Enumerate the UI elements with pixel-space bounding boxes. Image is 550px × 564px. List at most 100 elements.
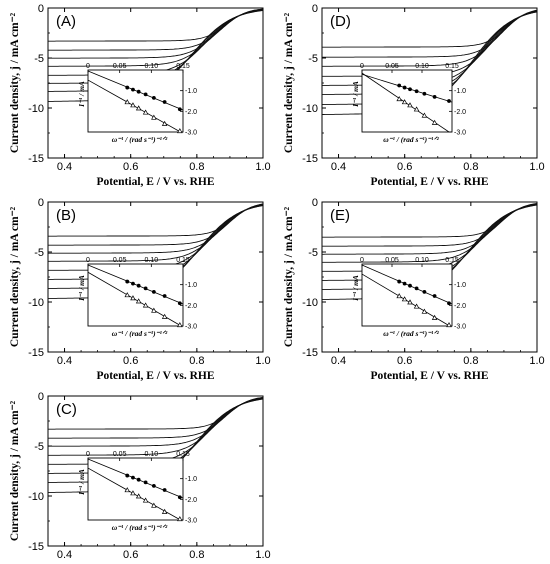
inset-y-tick-label: -1.0 bbox=[454, 282, 466, 289]
y-tick-label: 0 bbox=[312, 197, 318, 209]
x-tick-label: 0.6 bbox=[397, 355, 412, 367]
inset-filled-point bbox=[136, 89, 141, 94]
inset-x-tick-label: 0 bbox=[86, 451, 90, 458]
inset-frame bbox=[87, 263, 184, 327]
lsv-curve bbox=[322, 203, 538, 238]
inset-y-tick-label: -1.0 bbox=[185, 88, 197, 95]
inset-plot: 0 0.05 0.10 0.15 -1.0 -2.0 -3.0 I⁻¹ / mA ω⁻¹ / (… bbox=[77, 257, 197, 338]
inset-open-point bbox=[396, 293, 402, 299]
inset-open-point bbox=[177, 128, 183, 134]
inset-x-label: ω⁻¹ / (rad s⁻¹)⁻¹ᐟ² bbox=[112, 523, 168, 532]
inset-y-tick-label: -1.0 bbox=[185, 282, 197, 289]
inset-y-tick-label: -2.0 bbox=[454, 109, 466, 116]
lsv-curve bbox=[48, 9, 264, 59]
inset-fit-line bbox=[87, 264, 184, 305]
x-tick-label: 0.8 bbox=[189, 549, 204, 561]
x-tick-label: 0.8 bbox=[463, 161, 478, 173]
lsv-curve bbox=[48, 203, 264, 246]
inset-filled-point bbox=[408, 87, 412, 92]
inset-y-tick-label: -3.0 bbox=[185, 324, 197, 331]
y-tick-label: -5 bbox=[308, 247, 318, 259]
x-axis-label: Potential, E / V vs. RHE bbox=[96, 176, 214, 188]
inset-filled-point bbox=[162, 488, 167, 492]
lsv-curve bbox=[48, 397, 264, 439]
x-axis-label: Potential, E / V vs. RHE bbox=[370, 176, 488, 188]
inset-frame bbox=[87, 457, 184, 521]
y-tick-label: -10 bbox=[302, 103, 318, 115]
inset-filled-point bbox=[125, 279, 130, 284]
inset-open-point bbox=[431, 119, 438, 125]
inset-frame bbox=[361, 263, 453, 327]
inset-y-label: I⁻¹ / mA bbox=[77, 469, 86, 496]
inset-filled-point bbox=[414, 286, 419, 291]
inset-filled-point bbox=[414, 89, 419, 94]
y-tick-label: -5 bbox=[34, 441, 44, 453]
inset-fit-line bbox=[361, 73, 453, 103]
inset-filled-point bbox=[162, 294, 167, 298]
inset-open-point bbox=[142, 302, 149, 308]
inset-x-tick-label: 0.15 bbox=[176, 451, 190, 458]
inset-x-tick-label: 0.05 bbox=[113, 63, 127, 70]
x-tick-label: 0.6 bbox=[123, 355, 138, 367]
inset-x-tick-label: 0 bbox=[86, 257, 90, 264]
inset-fit-line bbox=[87, 70, 184, 111]
lsv-curve bbox=[322, 203, 538, 247]
inset-open-point bbox=[124, 292, 131, 298]
x-tick-label: 0.8 bbox=[189, 161, 204, 173]
x-tick-label: 0.6 bbox=[397, 161, 412, 173]
lsv-curve bbox=[322, 10, 538, 67]
inset-x-label: ω⁻¹ / (rad s⁻¹)⁻¹ᐟ² bbox=[383, 329, 439, 338]
lsv-curve bbox=[47, 203, 264, 254]
inset-open-point bbox=[142, 497, 149, 503]
inset-open-point bbox=[135, 298, 142, 304]
x-tick-label: 0.4 bbox=[331, 355, 346, 367]
inset-x-tick-label: 0.10 bbox=[145, 257, 159, 264]
y-tick-label: 0 bbox=[312, 3, 318, 15]
inset-open-point bbox=[177, 322, 183, 328]
inset-y-label: I⁻¹ / mA bbox=[351, 275, 360, 302]
y-axis-label: Current density, j / mA cm⁻² bbox=[9, 206, 21, 347]
y-tick-label: -15 bbox=[28, 541, 44, 553]
panel-label: (C) bbox=[56, 401, 77, 418]
inset-open-point bbox=[151, 114, 157, 120]
inset-filled-point bbox=[177, 107, 182, 112]
lsv-curve bbox=[48, 204, 264, 262]
inset-filled-point bbox=[422, 290, 427, 294]
inset-open-point bbox=[130, 490, 136, 496]
inset-y-tick-label: -3.0 bbox=[454, 324, 466, 331]
inset-y-tick-label: -1.0 bbox=[185, 476, 197, 483]
x-tick-label: 1.0 bbox=[255, 161, 270, 173]
inset-filled-point bbox=[432, 94, 437, 99]
inset-open-point bbox=[431, 314, 438, 320]
inset-open-point bbox=[161, 120, 168, 126]
x-tick-label: 0.6 bbox=[123, 161, 138, 173]
inset-x-label: ω⁻¹ / (rad s⁻¹)⁻¹ᐟ² bbox=[112, 135, 168, 144]
x-tick-label: 1.0 bbox=[255, 549, 270, 561]
panel-a: 0.4 0.6 0.8 1.0 0 -5 -10 -15 Potential, E / V vs… bbox=[9, 3, 271, 188]
panel-label: (A) bbox=[56, 13, 76, 30]
inset-x-tick-label: 0.05 bbox=[113, 451, 127, 458]
inset-filled-point bbox=[402, 85, 407, 90]
inset-x-tick-label: 0.05 bbox=[385, 257, 399, 264]
inset-open-point bbox=[401, 296, 408, 302]
inset-fit-line bbox=[361, 264, 453, 305]
y-tick-label: -15 bbox=[302, 153, 318, 165]
inset-filled-point bbox=[131, 475, 135, 480]
inset-open-point bbox=[446, 322, 452, 328]
inset-x-label: ω⁻¹ / (rad s⁻¹)⁻¹ᐟ² bbox=[383, 135, 439, 144]
inset-filled-point bbox=[125, 473, 130, 478]
y-tick-label: -10 bbox=[302, 297, 318, 309]
inset-open-point bbox=[151, 502, 157, 508]
inset-filled-point bbox=[143, 286, 148, 291]
inset-x-tick-label: 0 bbox=[360, 63, 364, 70]
x-tick-label: 0.4 bbox=[331, 161, 346, 173]
lsv-curve bbox=[48, 8, 264, 51]
inset-filled-point bbox=[397, 83, 402, 88]
inset-open-point bbox=[124, 487, 131, 493]
inset-open-point bbox=[407, 102, 413, 108]
inset-filled-point bbox=[125, 85, 130, 90]
inset-filled-point bbox=[447, 301, 451, 306]
inset-y-tick-label: -2.0 bbox=[185, 497, 197, 504]
lsv-curve bbox=[48, 397, 264, 456]
